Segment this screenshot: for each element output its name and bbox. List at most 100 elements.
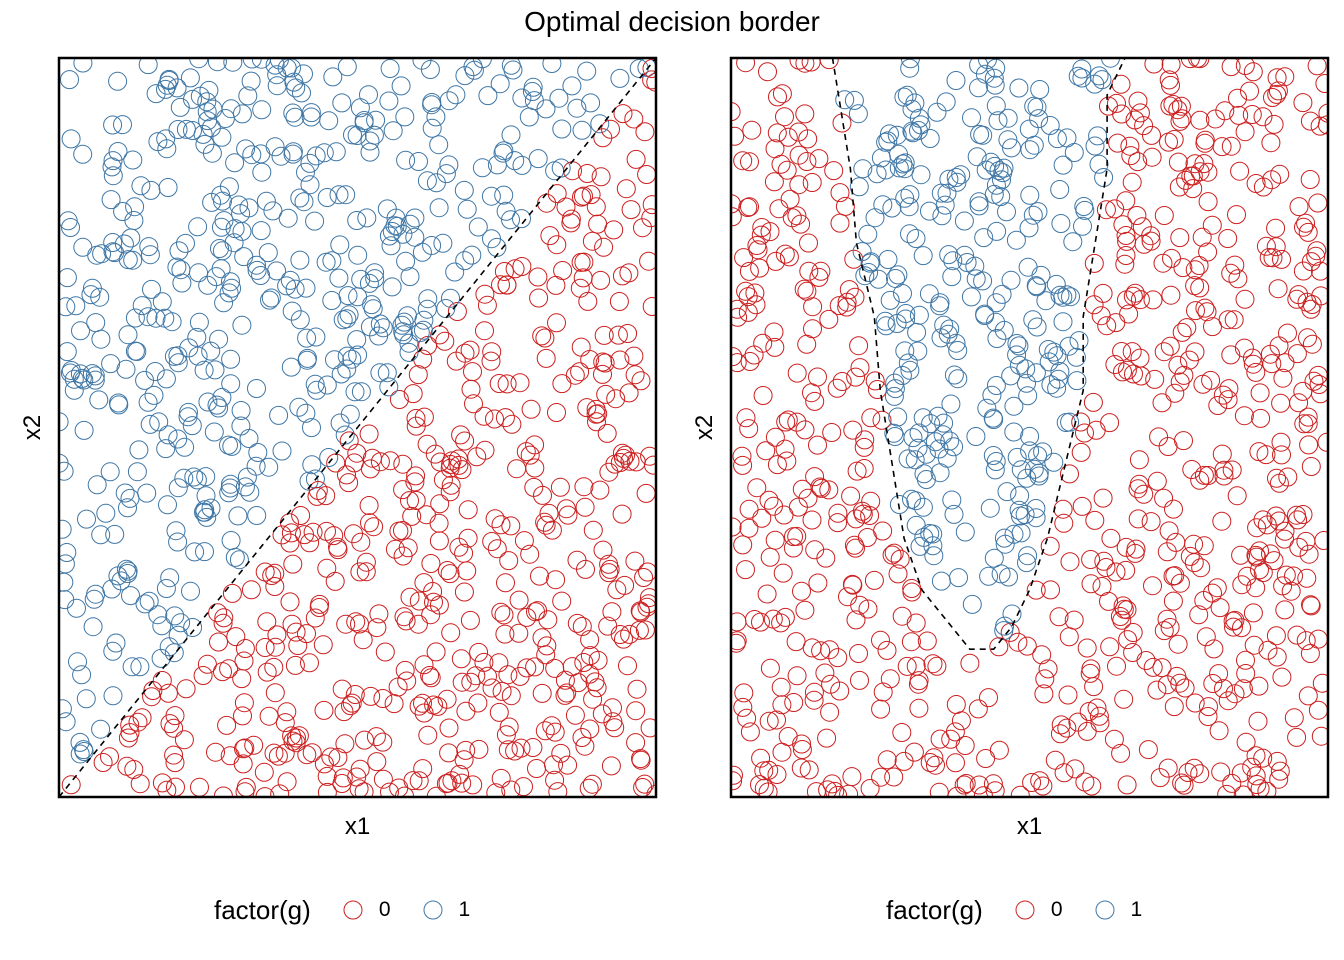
- point-class-0: [259, 706, 279, 726]
- point-class-0: [805, 540, 825, 560]
- point-class-0: [288, 636, 308, 655]
- point-class-1: [232, 104, 252, 124]
- point-class-1: [167, 257, 187, 277]
- point-class-1: [210, 239, 229, 258]
- point-class-0: [1125, 110, 1145, 130]
- point-class-0: [1293, 381, 1313, 401]
- point-class-0: [613, 104, 633, 124]
- point-class-1: [168, 429, 188, 449]
- point-class-0: [497, 374, 517, 394]
- point-class-0: [124, 760, 144, 779]
- point-class-1: [889, 158, 909, 178]
- point-class-1: [1033, 442, 1053, 462]
- point-class-0: [739, 419, 759, 439]
- point-class-0: [317, 782, 337, 797]
- point-class-1: [269, 405, 289, 425]
- point-class-1: [131, 176, 151, 196]
- point-class-0: [731, 353, 747, 373]
- point-class-1: [103, 151, 123, 171]
- point-class-1: [322, 291, 342, 310]
- point-class-0: [429, 531, 449, 551]
- point-class-0: [1215, 101, 1235, 121]
- point-class-1: [59, 268, 77, 288]
- point-class-1: [314, 143, 334, 163]
- point-class-0: [1107, 93, 1126, 113]
- point-class-0: [545, 770, 565, 790]
- point-class-1: [196, 486, 216, 506]
- point-class-1: [207, 395, 227, 415]
- point-class-0: [805, 467, 825, 487]
- point-class-1: [365, 263, 385, 283]
- point-class-0: [601, 119, 620, 139]
- point-class-0: [487, 539, 507, 559]
- point-class-0: [754, 778, 774, 797]
- point-class-0: [514, 531, 534, 551]
- point-class-1: [944, 504, 964, 524]
- point-class-0: [452, 672, 472, 692]
- point-class-1: [1017, 373, 1036, 393]
- point-class-0: [375, 642, 395, 662]
- point-class-1: [501, 210, 520, 230]
- point-class-0: [594, 237, 614, 257]
- point-class-1: [1036, 291, 1056, 311]
- point-class-0: [821, 674, 841, 694]
- point-class-0: [802, 173, 822, 192]
- point-class-1: [319, 111, 339, 131]
- point-class-0: [1100, 637, 1120, 657]
- point-class-1: [251, 144, 271, 164]
- point-class-1: [221, 474, 240, 494]
- point-class-0: [775, 439, 795, 459]
- point-class-1: [944, 437, 964, 457]
- point-class-0: [822, 423, 842, 442]
- point-class-0: [430, 494, 450, 514]
- point-class-1: [975, 304, 995, 324]
- point-class-0: [745, 283, 765, 303]
- point-class-0: [1096, 558, 1116, 577]
- point-class-0: [760, 222, 780, 242]
- point-class-1: [370, 314, 390, 334]
- point-class-0: [580, 646, 600, 666]
- point-class-1: [1048, 369, 1068, 389]
- point-class-0: [1247, 518, 1267, 538]
- point-class-0: [1250, 779, 1270, 797]
- point-class-0: [1058, 685, 1078, 705]
- point-class-1: [290, 250, 310, 270]
- point-class-0: [930, 729, 950, 749]
- point-class-1: [175, 437, 195, 457]
- point-class-1: [907, 322, 927, 342]
- point-class-0: [618, 656, 637, 676]
- point-class-0: [1236, 732, 1256, 752]
- point-class-0: [1154, 621, 1174, 641]
- point-class-0: [740, 152, 759, 172]
- point-class-0: [637, 165, 656, 184]
- point-class-1: [875, 311, 895, 331]
- point-class-0: [619, 383, 639, 403]
- point-class-0: [642, 59, 656, 78]
- point-class-1: [1026, 363, 1046, 383]
- point-class-0: [528, 601, 548, 621]
- point-class-0: [590, 480, 610, 500]
- point-class-0: [1068, 712, 1088, 732]
- point-class-1: [1030, 80, 1050, 99]
- point-class-1: [351, 269, 371, 289]
- point-class-0: [764, 172, 784, 192]
- point-class-1: [132, 296, 152, 316]
- point-class-1: [900, 360, 920, 380]
- point-class-0: [956, 774, 976, 793]
- point-class-1: [987, 221, 1007, 241]
- point-class-0: [507, 459, 527, 479]
- point-class-0: [1164, 499, 1183, 519]
- point-class-0: [941, 729, 961, 749]
- point-class-0: [1253, 177, 1273, 197]
- point-class-1: [144, 385, 164, 405]
- point-class-0: [906, 656, 926, 676]
- point-class-1: [898, 353, 918, 373]
- point-class-0: [380, 451, 400, 471]
- point-class-0: [545, 722, 565, 742]
- point-class-1: [209, 329, 229, 349]
- point-class-1: [252, 100, 272, 120]
- point-class-1: [129, 440, 149, 460]
- point-class-0: [892, 606, 912, 626]
- point-class-0: [1143, 657, 1163, 677]
- point-class-1: [91, 719, 111, 739]
